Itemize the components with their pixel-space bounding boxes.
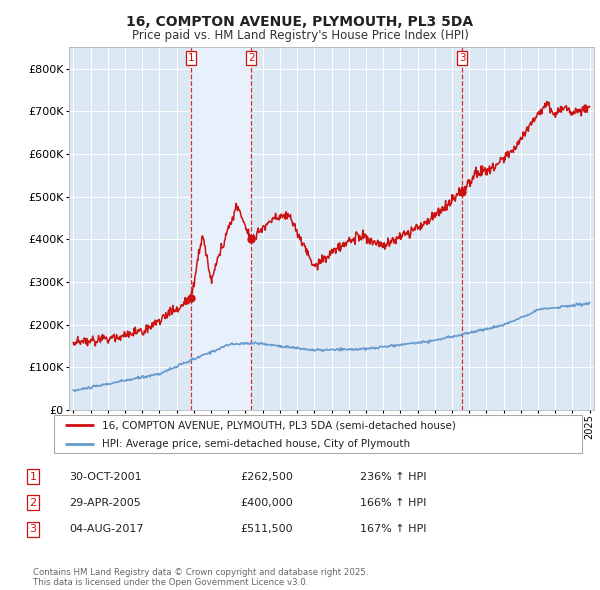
Text: 1: 1 (188, 53, 194, 63)
Bar (191, 47, 251, 410)
Text: £262,500: £262,500 (240, 472, 293, 481)
Text: 2: 2 (248, 53, 254, 63)
Text: 3: 3 (29, 525, 37, 534)
Text: 167% ↑ HPI: 167% ↑ HPI (360, 525, 427, 534)
Text: 04-AUG-2017: 04-AUG-2017 (69, 525, 143, 534)
Text: 16, COMPTON AVENUE, PLYMOUTH, PL3 5DA (semi-detached house): 16, COMPTON AVENUE, PLYMOUTH, PL3 5DA (s… (101, 420, 455, 430)
Text: 1: 1 (29, 472, 37, 481)
Text: £400,000: £400,000 (240, 498, 293, 507)
Text: 166% ↑ HPI: 166% ↑ HPI (360, 498, 427, 507)
FancyBboxPatch shape (54, 415, 582, 453)
Text: 30-OCT-2001: 30-OCT-2001 (69, 472, 142, 481)
Text: £511,500: £511,500 (240, 525, 293, 534)
Text: 3: 3 (458, 53, 465, 63)
Text: 2: 2 (29, 498, 37, 507)
Text: HPI: Average price, semi-detached house, City of Plymouth: HPI: Average price, semi-detached house,… (101, 438, 410, 448)
Text: 29-APR-2005: 29-APR-2005 (69, 498, 141, 507)
Text: Contains HM Land Registry data © Crown copyright and database right 2025.
This d: Contains HM Land Registry data © Crown c… (33, 568, 368, 587)
Text: 236% ↑ HPI: 236% ↑ HPI (360, 472, 427, 481)
Text: 16, COMPTON AVENUE, PLYMOUTH, PL3 5DA: 16, COMPTON AVENUE, PLYMOUTH, PL3 5DA (127, 15, 473, 29)
Text: Price paid vs. HM Land Registry's House Price Index (HPI): Price paid vs. HM Land Registry's House … (131, 30, 469, 42)
